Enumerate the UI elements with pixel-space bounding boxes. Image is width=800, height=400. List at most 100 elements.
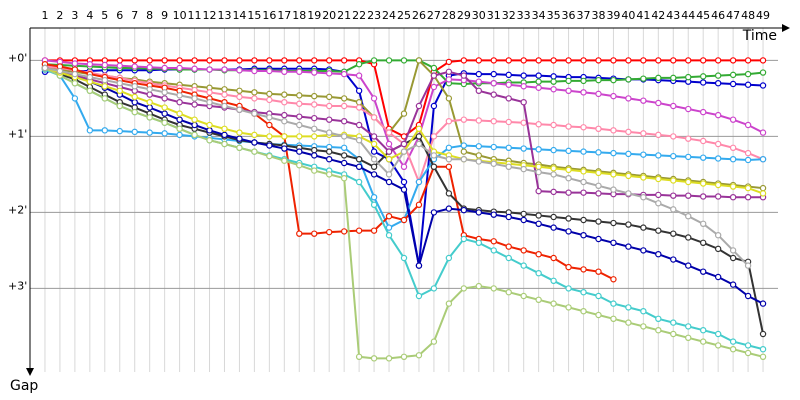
data-point bbox=[326, 116, 333, 123]
data-point bbox=[685, 212, 692, 220]
data-point bbox=[595, 218, 602, 225]
data-point bbox=[490, 91, 497, 98]
data-point bbox=[550, 300, 557, 307]
x-tick-label: 11 bbox=[188, 9, 202, 22]
data-point bbox=[340, 174, 348, 182]
data-point bbox=[714, 72, 722, 79]
data-point bbox=[460, 142, 468, 149]
data-point bbox=[655, 152, 662, 159]
data-point bbox=[370, 193, 378, 201]
data-point bbox=[670, 74, 677, 82]
data-point bbox=[550, 121, 557, 129]
data-point bbox=[161, 130, 168, 137]
data-point bbox=[86, 73, 94, 81]
data-point bbox=[146, 64, 153, 71]
data-point bbox=[729, 183, 737, 190]
data-point bbox=[131, 128, 138, 136]
data-point bbox=[236, 93, 243, 101]
data-point bbox=[520, 83, 527, 90]
data-point bbox=[385, 178, 393, 186]
x-tick-label: 4 bbox=[86, 9, 93, 22]
data-point bbox=[475, 239, 482, 246]
data-point bbox=[415, 57, 423, 64]
x-tick-label: 1 bbox=[41, 9, 48, 22]
data-point bbox=[326, 148, 333, 155]
data-point bbox=[385, 57, 393, 64]
x-tick-label: 14 bbox=[232, 9, 246, 22]
data-point bbox=[281, 157, 288, 164]
data-point bbox=[535, 121, 542, 128]
data-point bbox=[326, 93, 333, 101]
data-point bbox=[206, 66, 213, 73]
data-point bbox=[430, 163, 438, 170]
data-point bbox=[580, 289, 587, 296]
data-point bbox=[236, 135, 243, 142]
data-point bbox=[670, 177, 677, 184]
data-point bbox=[116, 102, 123, 110]
data-point bbox=[520, 292, 527, 300]
data-point bbox=[161, 119, 168, 126]
data-point bbox=[281, 57, 288, 64]
data-point bbox=[505, 289, 512, 296]
data-point bbox=[385, 224, 393, 231]
data-point bbox=[655, 131, 662, 139]
data-point bbox=[655, 227, 662, 234]
data-point bbox=[565, 263, 572, 271]
data-point bbox=[340, 117, 348, 125]
data-point bbox=[625, 243, 632, 250]
data-point bbox=[535, 250, 542, 258]
data-point bbox=[670, 256, 677, 263]
data-point bbox=[759, 69, 767, 76]
data-point bbox=[580, 231, 587, 239]
data-point bbox=[326, 155, 333, 163]
x-tick-label: 13 bbox=[217, 9, 231, 22]
data-point bbox=[625, 172, 632, 180]
data-point bbox=[266, 142, 273, 149]
x-tick-label: 3 bbox=[71, 9, 78, 22]
data-point bbox=[340, 228, 348, 235]
data-point bbox=[400, 110, 408, 117]
y-tick-label: +1' bbox=[8, 127, 27, 140]
data-point bbox=[296, 230, 303, 237]
data-point bbox=[595, 292, 602, 300]
data-point bbox=[131, 93, 138, 101]
data-point bbox=[759, 57, 767, 64]
data-point bbox=[595, 169, 602, 177]
data-point bbox=[101, 76, 109, 84]
data-point bbox=[670, 57, 677, 64]
data-point bbox=[535, 146, 542, 153]
data-point bbox=[101, 95, 109, 102]
data-point bbox=[355, 121, 363, 129]
data-point bbox=[146, 98, 153, 106]
data-point bbox=[610, 276, 617, 283]
data-point bbox=[685, 153, 692, 161]
x-tick-label: 49 bbox=[756, 9, 770, 22]
data-point bbox=[580, 178, 587, 186]
data-point bbox=[146, 57, 153, 64]
data-point bbox=[640, 57, 647, 64]
y-tick-label: +0' bbox=[8, 51, 27, 64]
data-point bbox=[685, 105, 692, 113]
data-point bbox=[326, 129, 333, 136]
data-point bbox=[744, 121, 752, 129]
data-point bbox=[56, 67, 64, 75]
data-point bbox=[191, 57, 198, 64]
data-point bbox=[131, 63, 138, 70]
data-point bbox=[505, 163, 512, 170]
data-point bbox=[221, 91, 228, 98]
data-point bbox=[729, 116, 737, 123]
data-point bbox=[430, 64, 438, 72]
data-point bbox=[355, 227, 363, 234]
data-point bbox=[714, 181, 722, 189]
data-point bbox=[311, 133, 318, 140]
data-point bbox=[580, 168, 587, 175]
data-point bbox=[520, 210, 527, 218]
data-point bbox=[101, 61, 109, 69]
data-point bbox=[610, 219, 617, 227]
data-point bbox=[116, 87, 123, 95]
data-point bbox=[400, 140, 408, 148]
x-tick-label: 48 bbox=[741, 9, 755, 22]
data-point bbox=[505, 213, 512, 221]
data-point bbox=[670, 230, 677, 237]
